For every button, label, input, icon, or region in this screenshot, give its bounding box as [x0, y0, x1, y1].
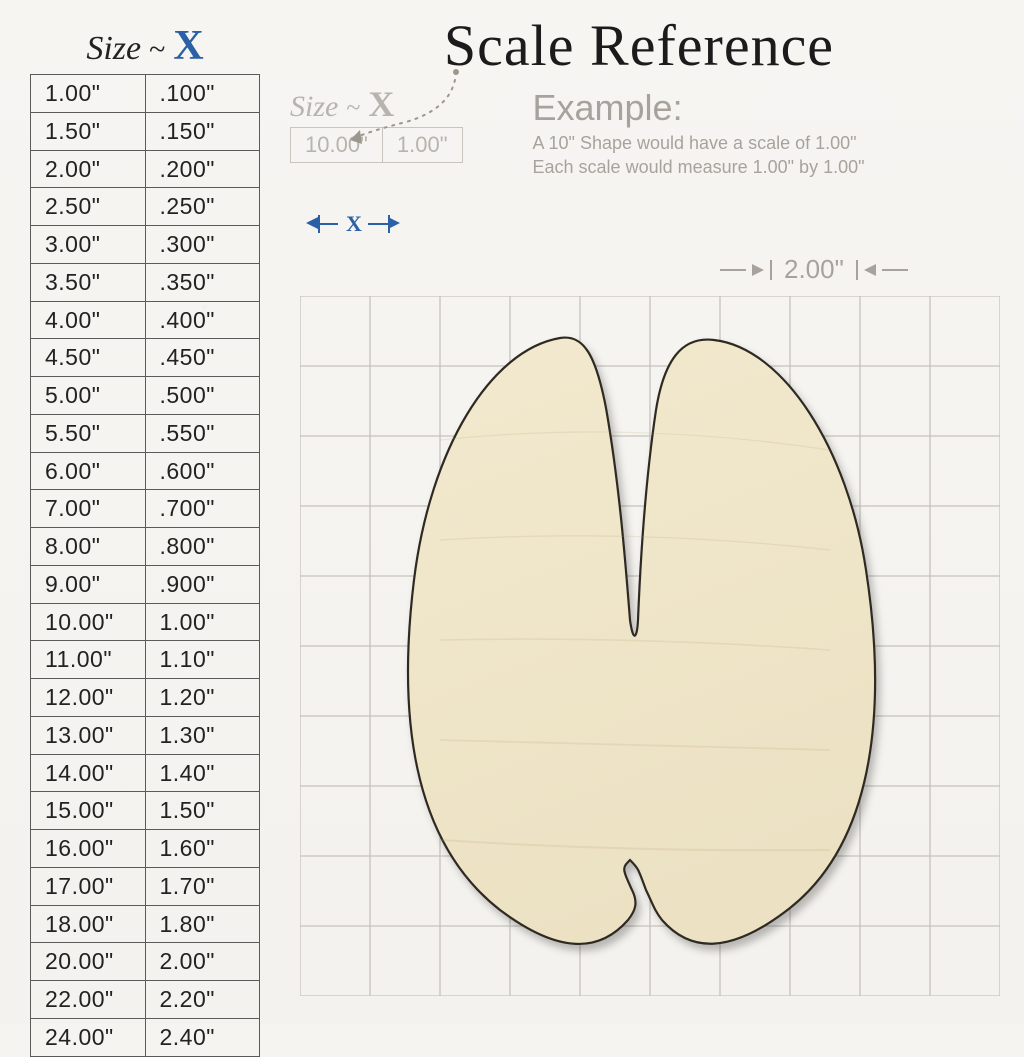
size-x: X [173, 23, 203, 69]
table-cell: 1.70" [145, 867, 260, 905]
table-cell: 1.80" [145, 905, 260, 943]
table-cell: 5.50" [31, 414, 146, 452]
example-heading: Example: [533, 87, 865, 129]
table-cell: .150" [145, 112, 260, 150]
table-row: 4.50".450" [31, 339, 260, 377]
table-row: 2.00".200" [31, 150, 260, 188]
table-cell: .700" [145, 490, 260, 528]
table-cell: 16.00" [31, 830, 146, 868]
table-cell: 1.00" [31, 75, 146, 113]
table-row: 1.50".150" [31, 112, 260, 150]
table-row: 4.00".400" [31, 301, 260, 339]
table-cell: 6.00" [31, 452, 146, 490]
table-cell: 3.00" [31, 226, 146, 264]
table-row: 10.00"1.00" [31, 603, 260, 641]
size-dash: ~ [145, 33, 169, 66]
table-cell: 22.00" [31, 981, 146, 1019]
x-marker-label: X [346, 211, 362, 237]
table-row: 3.50".350" [31, 263, 260, 301]
table-row: 9.00".900" [31, 565, 260, 603]
table-cell: 3.50" [31, 263, 146, 301]
size-table: 1.00".100"1.50".150"2.00".200"2.50".250"… [30, 74, 260, 1057]
table-cell: 2.00" [31, 150, 146, 188]
table-cell: 2.50" [31, 188, 146, 226]
table-row: 16.00"1.60" [31, 830, 260, 868]
table-cell: 12.00" [31, 679, 146, 717]
table-cell: .250" [145, 188, 260, 226]
table-cell: .300" [145, 226, 260, 264]
table-cell: 1.10" [145, 641, 260, 679]
table-row: 5.50".550" [31, 414, 260, 452]
table-cell: .550" [145, 414, 260, 452]
table-cell: .400" [145, 301, 260, 339]
sub-size-label: Size [290, 90, 338, 123]
table-row: 22.00"2.20" [31, 981, 260, 1019]
table-cell: 2.00" [145, 943, 260, 981]
table-cell: 7.00" [31, 490, 146, 528]
table-cell: 1.50" [31, 112, 146, 150]
table-cell: .100" [145, 75, 260, 113]
table-cell: 1.20" [145, 679, 260, 717]
table-cell: .500" [145, 377, 260, 415]
table-row: 2.50".250" [31, 188, 260, 226]
table-cell: 1.60" [145, 830, 260, 868]
example-line2: Each scale would measure 1.00" by 1.00" [533, 155, 865, 179]
table-row: 13.00"1.30" [31, 716, 260, 754]
table-cell: 13.00" [31, 716, 146, 754]
table-cell: 18.00" [31, 905, 146, 943]
table-row: 17.00"1.70" [31, 867, 260, 905]
table-row: 15.00"1.50" [31, 792, 260, 830]
table-cell: 11.00" [31, 641, 146, 679]
table-cell: 17.00" [31, 867, 146, 905]
table-cell: 1.50" [145, 792, 260, 830]
table-cell: 1.40" [145, 754, 260, 792]
table-cell: 10.00" [31, 603, 146, 641]
table-cell: 5.00" [31, 377, 146, 415]
table-cell: 8.00" [31, 528, 146, 566]
table-cell: 15.00" [31, 792, 146, 830]
size-label: Size [86, 30, 141, 67]
table-row: 12.00"1.20" [31, 679, 260, 717]
table-cell: 1.30" [145, 716, 260, 754]
table-cell: 4.00" [31, 301, 146, 339]
example-line1: A 10" Shape would have a scale of 1.00" [533, 131, 865, 155]
table-cell: 1.00" [145, 603, 260, 641]
x-width-marker: X [296, 197, 416, 249]
table-cell: .350" [145, 263, 260, 301]
table-cell: 2.20" [145, 981, 260, 1019]
table-row: 7.00".700" [31, 490, 260, 528]
scale-dimension-label: 2.00" [778, 254, 850, 285]
table-cell: .900" [145, 565, 260, 603]
table-cell: .800" [145, 528, 260, 566]
table-row: 11.00"1.10" [31, 641, 260, 679]
table-row: 3.00".300" [31, 226, 260, 264]
table-cell: .450" [145, 339, 260, 377]
table-row: 18.00"1.80" [31, 905, 260, 943]
hoof-shape [370, 320, 890, 965]
table-cell: 4.50" [31, 339, 146, 377]
dotted-connector-icon [336, 68, 466, 148]
table-row: 5.00".500" [31, 377, 260, 415]
table-row: 6.00".600" [31, 452, 260, 490]
table-cell: 14.00" [31, 754, 146, 792]
table-row: 20.00"2.00" [31, 943, 260, 981]
table-row: 14.00"1.40" [31, 754, 260, 792]
table-cell: 20.00" [31, 943, 146, 981]
size-header: Size ~ X [30, 22, 260, 70]
example-block: Example: A 10" Shape would have a scale … [533, 87, 865, 180]
scale-dimension: 2.00" [720, 254, 908, 285]
table-cell: 9.00" [31, 565, 146, 603]
table-cell: .600" [145, 452, 260, 490]
table-row: 1.00".100" [31, 75, 260, 113]
table-row: 8.00".800" [31, 528, 260, 566]
table-cell: .200" [145, 150, 260, 188]
